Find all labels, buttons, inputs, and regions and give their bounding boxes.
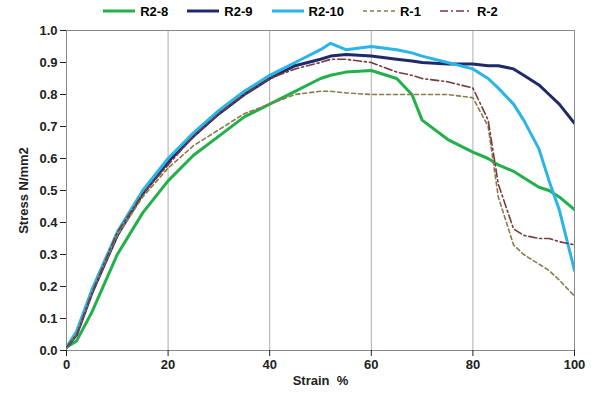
svg-text:0: 0	[63, 357, 70, 372]
svg-text:0.3: 0.3	[39, 247, 57, 262]
svg-text:80: 80	[466, 357, 480, 372]
svg-text:Stress N/mm2: Stress N/mm2	[16, 147, 31, 234]
html-text:R2-8: R2-8	[140, 3, 169, 19]
html-text:R-1: R-1	[399, 3, 421, 19]
svg-text:0.4: 0.4	[39, 215, 58, 230]
svg-text:0.1: 0.1	[39, 311, 57, 326]
svg-text:0.2: 0.2	[39, 279, 57, 294]
svg-text:40: 40	[262, 357, 276, 372]
svg-text:100: 100	[564, 357, 586, 372]
html-text:R2-9: R2-9	[224, 3, 253, 19]
svg-text:Strain %: Strain %	[293, 373, 349, 388]
svg-text:0.9: 0.9	[39, 55, 57, 70]
svg-text:0.6: 0.6	[39, 151, 57, 166]
svg-text:0.8: 0.8	[39, 87, 57, 102]
html-text:R-2: R-2	[476, 3, 498, 19]
svg-text:20: 20	[161, 357, 175, 372]
svg-text:0.5: 0.5	[39, 183, 57, 198]
svg-text:0.7: 0.7	[39, 119, 57, 134]
html-text:R2-10: R2-10	[308, 3, 344, 19]
svg-text:60: 60	[364, 357, 378, 372]
svg-text:1.0: 1.0	[39, 23, 57, 38]
svg-text:0.0: 0.0	[39, 343, 57, 358]
